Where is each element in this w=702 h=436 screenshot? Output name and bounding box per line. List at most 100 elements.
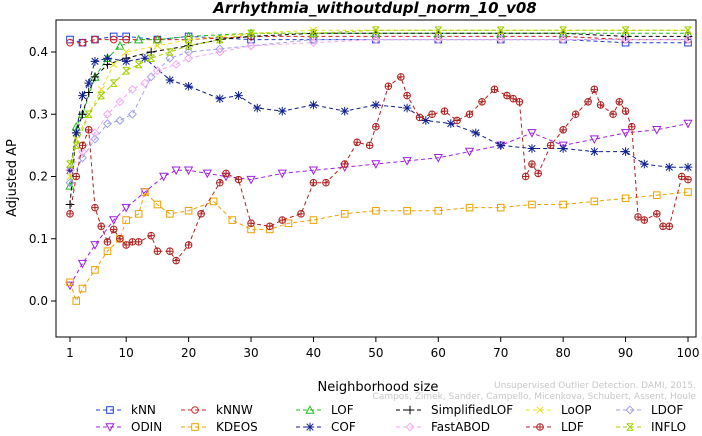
- point-loop: [110, 60, 118, 69]
- point-ldf: [415, 113, 424, 122]
- point-ldf: [615, 98, 624, 106]
- point-inflo: [85, 110, 93, 119]
- x-tick-label: 100: [677, 346, 700, 360]
- marker-cross: [403, 92, 411, 99]
- marker-cross: [559, 126, 567, 134]
- marker-cross: [416, 114, 423, 121]
- marker-cross: [72, 173, 80, 180]
- point-ldf: [677, 172, 686, 181]
- point-kdeos: [372, 206, 380, 215]
- point-ldf: [365, 141, 374, 150]
- marker-cross: [522, 173, 529, 180]
- legend-marker: [305, 422, 315, 432]
- legend-swatch: [96, 406, 124, 414]
- marker-cross: [310, 179, 317, 187]
- legend-label: kNN: [131, 403, 156, 417]
- point-kdeos: [621, 194, 630, 203]
- point-ldf: [440, 107, 449, 115]
- marker-cross: [491, 86, 498, 93]
- marker-cross: [185, 241, 192, 249]
- point-ldf: [147, 231, 155, 240]
- marker-cross: [372, 123, 380, 130]
- point-ldf: [640, 216, 649, 224]
- marker-cross: [79, 142, 86, 149]
- point-cof: [340, 106, 349, 116]
- point-odin: [589, 135, 599, 145]
- point-fastabod: [90, 128, 100, 138]
- point-ldf: [684, 175, 692, 184]
- point-ldf: [353, 138, 361, 147]
- point-ldf: [621, 107, 630, 115]
- series-line-loop: [69, 29, 688, 177]
- marker-cross: [366, 142, 373, 149]
- legend-marker: [536, 406, 544, 414]
- point-cof: [121, 57, 131, 66]
- point-ldof: [115, 115, 125, 125]
- point-cof: [103, 53, 112, 63]
- legend-marker: [106, 406, 114, 414]
- legend-marker: [305, 405, 315, 414]
- point-ldf: [197, 210, 205, 218]
- marker-cross: [584, 98, 592, 106]
- point-odin: [308, 166, 319, 176]
- attribution-watermark: Unsupervised Outlier Detection. DAMI, 20…: [373, 381, 696, 403]
- series-line-ldof: [69, 39, 688, 183]
- point-odin: [433, 154, 443, 163]
- point-ldf: [78, 141, 87, 150]
- point-odin: [77, 259, 88, 269]
- point-kdeos: [434, 206, 443, 215]
- point-cof: [84, 78, 94, 88]
- x-tick-label: 70: [493, 346, 508, 360]
- point-cof: [640, 159, 649, 169]
- y-tick-label: 0.0: [29, 294, 48, 308]
- point-fastabod: [683, 35, 693, 45]
- point-fastabod: [496, 35, 506, 45]
- marker-cross: [591, 86, 598, 93]
- legend-marker: [405, 405, 415, 415]
- point-kdeos: [122, 216, 130, 224]
- point-kdeos: [153, 200, 162, 209]
- point-ldf: [609, 110, 617, 119]
- watermark-line-1: Unsupervised Outlier Detection. DAMI, 20…: [494, 381, 696, 391]
- point-ldf: [297, 210, 305, 218]
- point-kdeos: [496, 203, 505, 212]
- point-ldof: [146, 72, 156, 82]
- marker-cross: [441, 107, 448, 115]
- legend-marker: [626, 423, 634, 431]
- point-inflo: [184, 41, 193, 50]
- marker-cross: [197, 210, 205, 218]
- marker-cross: [341, 160, 348, 168]
- point-loop: [97, 85, 105, 94]
- point-ldf: [503, 91, 511, 100]
- point-ldf: [153, 247, 162, 255]
- legend-label: LOF: [331, 403, 354, 417]
- legend-marker: [105, 423, 115, 432]
- y-tick-label: 0.4: [29, 45, 48, 59]
- legend-item-odin: ODIN: [95, 419, 162, 435]
- marker-cross: [528, 160, 536, 168]
- point-inflo: [621, 26, 630, 35]
- point-simplifiedlof: [90, 72, 100, 82]
- point-lof: [134, 34, 144, 44]
- point-kdeos: [403, 206, 411, 215]
- point-ldf: [122, 241, 130, 249]
- point-odin: [464, 147, 475, 157]
- legend-label: LoOP: [561, 403, 592, 417]
- point-ldf: [322, 178, 330, 187]
- point-loop: [72, 135, 80, 143]
- point-knnw: [109, 35, 118, 44]
- chart-legend: kNN kNNW LOF SimplifiedLOF LoOP LDOF ODIN KDEOS…: [95, 402, 695, 436]
- point-ldf: [247, 219, 255, 227]
- point-kdeos: [134, 210, 143, 218]
- point-kdeos: [590, 197, 599, 206]
- point-ldof: [308, 35, 318, 45]
- point-cof: [402, 103, 412, 113]
- legend-swatch: [396, 405, 424, 415]
- series-inflo: [66, 26, 692, 168]
- marker-cross: [684, 176, 692, 183]
- point-cof: [621, 147, 630, 156]
- legend-label: KDEOS: [216, 420, 258, 434]
- marker-cross: [547, 142, 554, 149]
- point-ldf: [109, 225, 118, 234]
- point-odin: [121, 203, 131, 213]
